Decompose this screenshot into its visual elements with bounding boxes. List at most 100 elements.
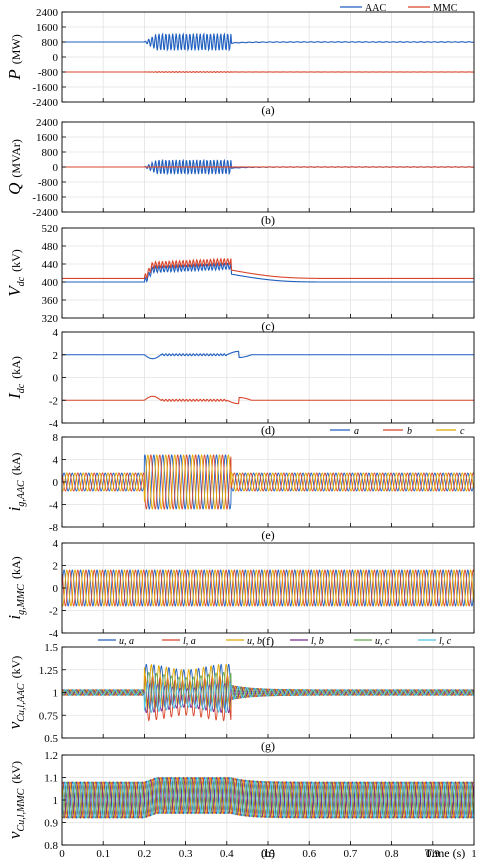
x-tick-label: 0 [59,848,65,860]
legend-entry: u, b [247,636,262,647]
legend-entry-a: a [354,426,359,437]
y-tick-label: -1600 [32,82,58,94]
series-line-c [62,454,474,510]
y-tick-label: 1600 [36,132,59,144]
y-tick-label: 520 [42,223,59,235]
y-tick-label: 0.75 [39,710,59,722]
panel-label: (f) [262,634,274,648]
y-tick-label: 0 [53,52,59,64]
data-group [62,569,474,607]
y-tick-label: 1 [53,688,59,700]
y-label-unit: (kA) [9,556,23,579]
y-axis-label: ig,AAC (kA) [5,453,27,512]
y-tick-label: 0.5 [44,733,58,745]
panel-h: 1.21.110.90.80 0.1 0.2 0.3 0.4 0.5 0.6 0.7 0.8 0.… [5,750,477,860]
y-tick-label: 440 [42,259,59,271]
series-line-MMC [62,166,474,168]
y-tick-label: 2400 [36,117,59,129]
y-axis-label: vCu,l,AAC (kV) [5,656,27,730]
y-tick-label: -2 [49,395,58,407]
y-label-unit: (MW) [9,34,23,64]
y-label-symbol: V [5,284,24,297]
x-tick-label: 0.7 [344,848,358,860]
series-line-AAC [62,350,474,360]
y-tick-label: 0 [53,162,59,174]
legend-entry-MMC: MMC [433,3,458,14]
y-tick-label: 800 [42,147,59,159]
y-label-subscript: dc [16,276,27,286]
x-axis-label: Time (s) [425,846,466,860]
x-tick-label: 0.5 [261,848,275,860]
y-tick-label: -4 [49,500,59,512]
y-tick-label: 0.8 [44,840,58,852]
y-tick-label: 0 [53,583,59,595]
y-label-subscript: g,MMC [16,584,27,615]
y-tick-label: 0 [53,477,59,489]
y-tick-label: 1600 [36,22,59,34]
y-label-subscript: g,AAC [16,480,27,507]
x-tick-label: 0.4 [220,848,234,860]
panel-d: 4 2 0 -2 -4 Idc (kA) (d) [5,327,475,437]
y-tick-label: -2400 [32,207,58,219]
y-axis-label: Q (MVAr) [5,139,24,195]
panel-g: 1.5 1.25 1 0.75 0.5 vCu,l,AAC (kV) (g) [5,642,475,753]
series-line-b [62,569,474,607]
y-tick-label: 360 [42,295,59,307]
y-label-unit: (kA) [9,453,23,476]
y-label-symbol: I [5,392,24,400]
panel-label: (c) [261,319,274,333]
y-axis-label: Vdc (kV) [5,249,27,297]
x-tick-label: 0.8 [385,848,399,860]
y-axis-label: vCu,l,MMC (kV) [5,761,27,839]
data-group [62,776,474,819]
y-axis-label: Idc (kA) [5,356,27,400]
series-line-AAC [62,261,474,283]
y-label-symbol: i [5,615,24,620]
y-label-symbol: v [5,831,24,839]
legend-entry-b: b [407,426,412,437]
y-tick-label: -2400 [32,97,58,109]
y-tick-label: 800 [42,37,59,49]
y-tick-label: -800 [38,177,59,189]
y-tick-label: 1 [53,795,59,807]
y-label-unit: (kV) [9,761,23,784]
y-label-unit: (kV) [9,249,23,272]
series-line-MMC [62,257,474,280]
panel-b: 2400 1600 800 0 -800 -1600 -2400 Q (MVAr) (b) [5,117,475,227]
panel-a: 2400 1600 800 0 -800 -1600 -2400 P (MW) (a) [5,7,475,117]
x-tick-label: 1 [471,848,477,860]
legend-entry: l, a [183,636,196,647]
legend-entry: l, c [439,636,452,647]
panel-label: (d) [261,423,275,437]
y-tick-label: 0 [53,373,59,385]
y-tick-label: 4 [53,327,59,339]
data-group [62,257,474,283]
y-tick-label: -4 [49,418,59,430]
x-tick-label: 0.6 [302,848,316,860]
y-tick-label: 1.2 [44,750,58,762]
y-tick-label: 1.25 [39,665,59,677]
y-tick-label: -8 [49,522,59,534]
y-tick-label: 1.1 [44,773,58,785]
y-label-symbol: P [5,69,24,80]
legend-entry: u, a [119,636,134,647]
x-tick-label: 0.2 [138,848,152,860]
y-tick-label: 4 [53,455,59,467]
legend-entry: l, b [311,636,324,647]
y-tick-label: 0.9 [44,818,58,830]
panel-label: (h) [261,846,275,860]
y-tick-label: 2400 [36,7,59,19]
data-group [62,32,474,73]
panel-label: (a) [261,103,274,117]
y-label-subscript: dc [16,383,27,393]
data-group [62,350,474,405]
legend-entry-AAC: AAC [365,3,386,14]
y-label-unit: (kA) [9,356,23,379]
x-tick-label: 0.9 [426,848,440,860]
series-line-a [62,569,474,607]
y-axis-label: ig,MMC (kA) [5,556,27,619]
data-group [62,454,474,510]
series-line-AAC [62,32,474,52]
y-label-subscript: Cu,l,AAC [16,683,27,722]
